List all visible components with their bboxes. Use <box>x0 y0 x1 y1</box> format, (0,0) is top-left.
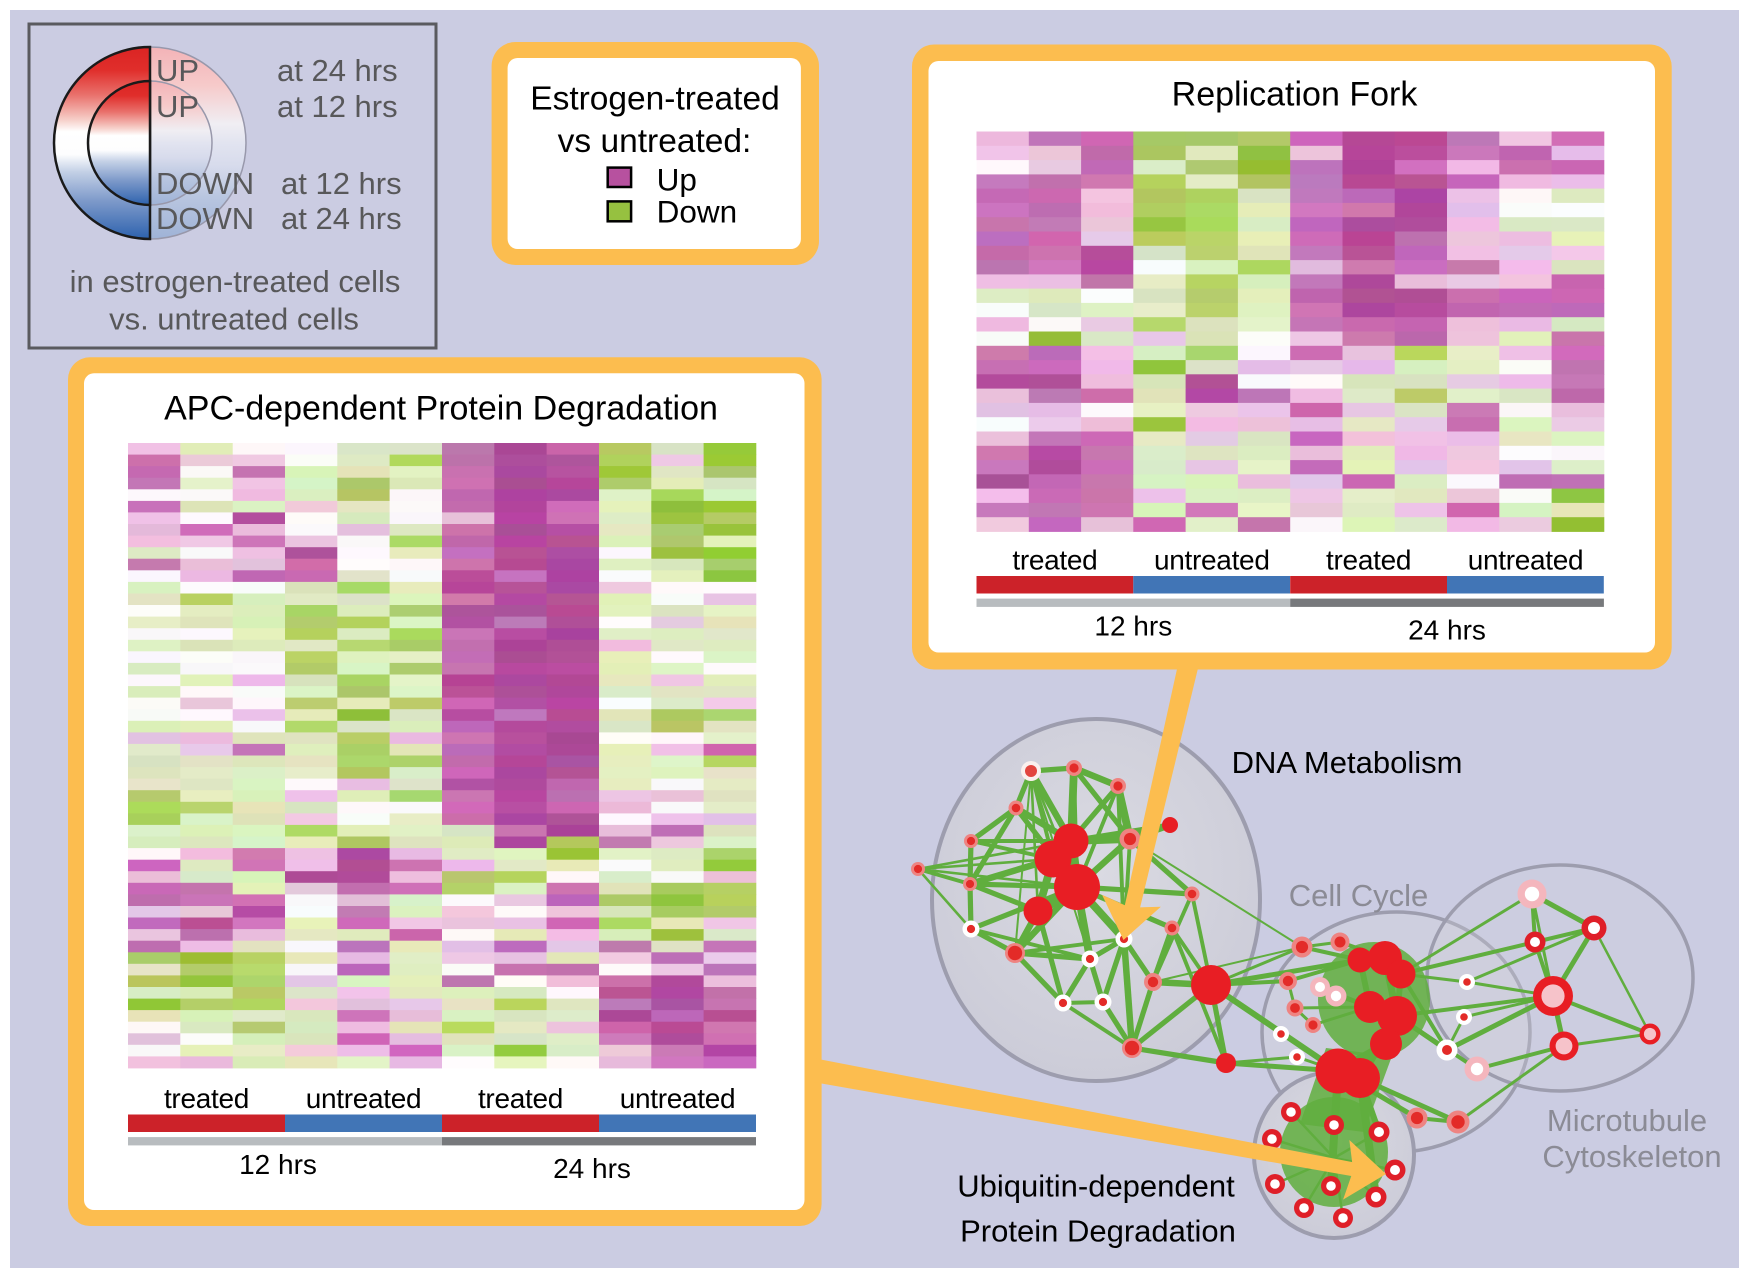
svg-text:at 12 hrs: at 12 hrs <box>277 89 398 124</box>
svg-text:12 hrs: 12 hrs <box>239 1149 317 1180</box>
svg-text:Cell Cycle: Cell Cycle <box>1289 878 1429 913</box>
svg-text:treated: treated <box>1012 545 1097 576</box>
svg-text:Protein Degradation: Protein Degradation <box>960 1214 1236 1249</box>
svg-text:untreated: untreated <box>1468 545 1584 576</box>
svg-text:treated: treated <box>1326 545 1411 576</box>
svg-text:at 24 hrs: at 24 hrs <box>281 201 402 236</box>
svg-text:24 hrs: 24 hrs <box>553 1153 631 1184</box>
svg-text:Replication Fork: Replication Fork <box>1172 76 1419 114</box>
svg-text:at 12 hrs: at 12 hrs <box>281 166 402 201</box>
svg-text:vs untreated:: vs untreated: <box>558 123 752 160</box>
svg-text:24 hrs: 24 hrs <box>1408 614 1486 645</box>
svg-text:at 24 hrs: at 24 hrs <box>277 53 398 88</box>
svg-text:untreated: untreated <box>306 1083 422 1114</box>
svg-text:Ubiquitin-dependent: Ubiquitin-dependent <box>957 1169 1235 1204</box>
svg-text:untreated: untreated <box>620 1083 736 1114</box>
svg-text:Microtubule: Microtubule <box>1547 1103 1707 1138</box>
svg-text:UP: UP <box>156 53 199 88</box>
svg-text:in estrogen-treated cells: in estrogen-treated cells <box>70 264 401 299</box>
svg-text:APC-dependent Protein Degradat: APC-dependent Protein Degradation <box>164 390 718 428</box>
svg-text:Estrogen-treated: Estrogen-treated <box>530 81 780 118</box>
svg-text:DOWN: DOWN <box>156 201 254 236</box>
svg-text:vs. untreated cells: vs. untreated cells <box>109 302 359 337</box>
svg-text:treated: treated <box>164 1083 249 1114</box>
svg-text:Down: Down <box>657 193 738 229</box>
svg-text:untreated: untreated <box>1154 545 1270 576</box>
svg-text:DOWN: DOWN <box>156 166 254 201</box>
svg-text:Cytoskeleton: Cytoskeleton <box>1542 1139 1721 1174</box>
svg-text:DNA Metabolism: DNA Metabolism <box>1232 745 1463 780</box>
svg-text:UP: UP <box>156 89 199 124</box>
svg-text:Up: Up <box>657 161 697 197</box>
svg-text:treated: treated <box>478 1083 563 1114</box>
svg-text:12 hrs: 12 hrs <box>1094 610 1172 641</box>
